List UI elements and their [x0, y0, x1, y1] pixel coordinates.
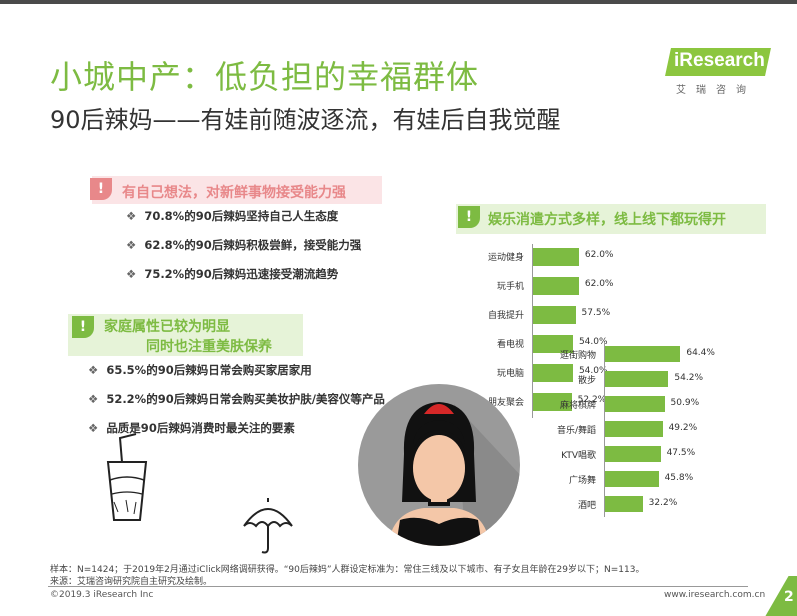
- chart-value-label: 54.2%: [674, 373, 703, 383]
- section2-heading-line1: 家庭属性已较为明显: [104, 319, 230, 335]
- chart-category-label: 朋友聚会: [487, 398, 524, 408]
- page-title: 小城中产：低负担的幸福群体: [50, 58, 480, 96]
- section2-bullet: ❖ 品质是90后辣妈消费时最关注的要素: [88, 421, 295, 435]
- chart-value-label: 47.5%: [666, 448, 696, 458]
- chart-value-label: 45.8%: [664, 473, 694, 483]
- exclamation-icon: !: [458, 206, 480, 228]
- chart-value-label: 62.0%: [584, 279, 614, 289]
- chart-value-label: 54.0%: [578, 337, 608, 347]
- chart-category-label: 音乐/舞蹈: [556, 426, 596, 436]
- chart-category-label: 玩电脑: [496, 369, 524, 379]
- section2-bullet: ❖ 65.5%的90后辣妈日常会购买家居家用: [88, 363, 312, 377]
- page-subtitle: 90后辣妈——有娃前随波逐流，有娃后自我觉醒: [50, 106, 561, 134]
- section3-heading: 娱乐消遣方式多样，线上线下都玩得开: [488, 212, 726, 228]
- chart-bar: [533, 306, 576, 324]
- chart-bar: [605, 421, 663, 437]
- logo-cn-text: 艾瑞咨询: [676, 85, 756, 96]
- logo-text: iResearch: [674, 50, 765, 71]
- section3-heading-bg: [456, 204, 766, 234]
- section1-heading: 有自己想法，对新鲜事物接受能力强: [122, 185, 346, 201]
- section1-bullet: ❖ 70.8%的90后辣妈坚持自己人生态度: [126, 209, 339, 223]
- chart-category-label: 酒吧: [577, 501, 596, 511]
- chart-bar: [533, 248, 579, 266]
- chart-value-label: 49.2%: [668, 423, 698, 433]
- footer-sample-note: 样本：N=1424；于2019年2月通过iClick网络调研获得。“90后辣妈”…: [50, 565, 645, 575]
- chart-value-label: 64.4%: [686, 348, 715, 358]
- avatar-illustration: [358, 384, 520, 546]
- footer-source-note: 来源：艾瑞咨询研究院自主研究及绘制。: [50, 577, 213, 587]
- chart-value-label: 57.5%: [581, 308, 611, 318]
- chart-category-label: 自我提升: [487, 311, 524, 321]
- drink-cup-illustration: [106, 433, 148, 521]
- chart-bar: [533, 364, 573, 382]
- footer-url: www.iresearch.com.cn: [664, 590, 766, 600]
- section1-heading-bg: [92, 176, 382, 204]
- chart-bar: [533, 335, 573, 353]
- section2-bullet: ❖ 52.2%的90后辣妈日常会购买美妆护肤/美容仪等产品: [88, 392, 385, 406]
- chart-value-label: 62.0%: [584, 250, 614, 260]
- section2-heading-bg: [68, 314, 303, 356]
- chart-category-label: 广场舞: [568, 476, 596, 486]
- exclamation-icon: !: [72, 316, 94, 338]
- chart-value-label: 50.9%: [670, 398, 700, 408]
- exclamation-icon: !: [90, 178, 112, 200]
- chart-category-label: KTV唱歌: [561, 451, 596, 461]
- iresearch-logo: iResearch 艾瑞咨询: [665, 48, 772, 98]
- chart-bar: [605, 346, 681, 362]
- page-number: 2: [784, 589, 794, 605]
- chart-category-label: 玩手机: [496, 282, 524, 292]
- umbrella-illustration: [243, 498, 293, 554]
- chart-category-label: 运动健身: [487, 253, 524, 263]
- section1-bullet: ❖ 62.8%的90后辣妈积极尝鲜，接受能力强: [126, 238, 362, 252]
- chart-value-label: 32.2%: [648, 498, 678, 508]
- chart-bar: [605, 371, 669, 387]
- chart-category-label: 看电视: [496, 340, 524, 350]
- chart-axis: [604, 342, 605, 517]
- chart-value-label: 54.0%: [578, 366, 608, 376]
- chart-category-label: 麻将棋牌: [559, 401, 596, 411]
- section2-heading-line2: 同时也注重美肤保养: [146, 339, 272, 355]
- chart-bar: [605, 396, 665, 412]
- avatar-figure: [388, 402, 520, 546]
- chart-bar: [605, 496, 643, 512]
- chart-value-label: 52.2%: [577, 395, 607, 405]
- chart-bar: [533, 393, 572, 411]
- chart-axis: [532, 244, 533, 418]
- top-bar: [0, 0, 797, 4]
- chart-bar: [533, 277, 579, 295]
- chart-category-label: 逛街购物: [559, 351, 596, 361]
- chart-bar: [605, 446, 661, 462]
- chart-category-label: 散步: [577, 376, 596, 386]
- footer-divider: [48, 586, 748, 587]
- footer-copyright: ©2019.3 iResearch Inc: [50, 590, 154, 600]
- chart-bar: [605, 471, 659, 487]
- section1-bullet: ❖ 75.2%的90后辣妈迅速接受潮流趋势: [126, 267, 339, 281]
